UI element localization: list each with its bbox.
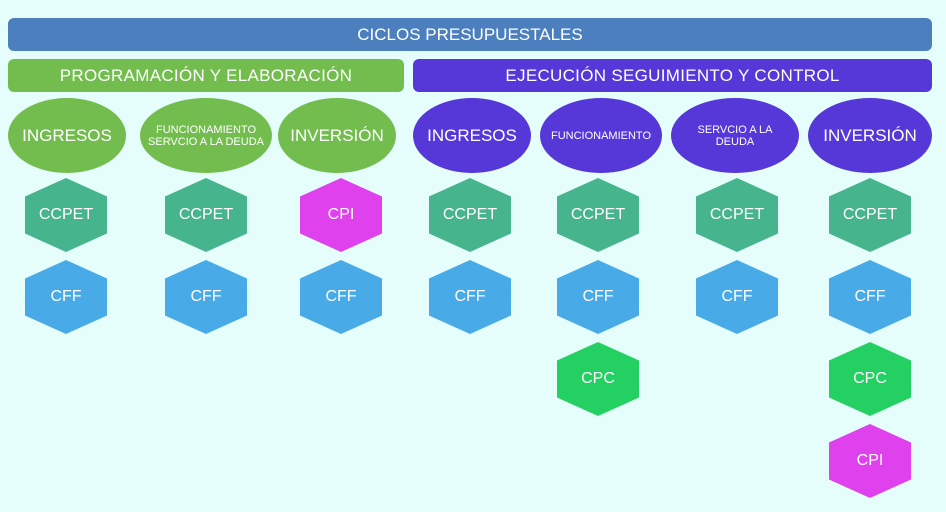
hex-label: CFF [325, 288, 357, 305]
category-inversion-programacion: INVERSIÓN [278, 98, 396, 173]
category-ingresos-ejecucion: INGRESOS [413, 98, 531, 173]
title-bar: CICLOS PRESUPUESTALES [8, 18, 932, 51]
programacion-label: PROGRAMACIÓN Y ELABORACIÓN [59, 65, 353, 85]
category-servicio-deuda-ejecucion: SERVCIO A LA DEUDA [671, 98, 799, 173]
hex-ccpet: CCPET [696, 178, 778, 252]
category-label: FUNCIONAMIENTO [550, 129, 652, 142]
hex-label: CFF [50, 288, 82, 305]
hex-label: CCPET [442, 206, 498, 223]
hex-label: CFF [190, 288, 222, 305]
hex-ccpet: CCPET [429, 178, 511, 252]
category-funcionamiento-ejecucion: FUNCIONAMIENTO [540, 98, 662, 173]
hex-cff: CFF [696, 260, 778, 334]
hex-label: CFF [721, 288, 753, 305]
programacion-section-header: PROGRAMACIÓN Y ELABORACIÓN [8, 59, 404, 92]
hex-label: CCPET [570, 206, 626, 223]
category-inversion-ejecucion: INVERSIÓN [808, 98, 932, 173]
hex-label: CFF [854, 288, 886, 305]
category-label: INGRESOS [427, 125, 517, 145]
hex-label: CPC [581, 370, 615, 387]
category-ingresos-programacion: INGRESOS [8, 98, 126, 173]
hex-label: CPC [853, 370, 887, 387]
hex-cff: CFF [829, 260, 911, 334]
hex-label: CCPET [178, 206, 234, 223]
title-text: CICLOS PRESUPUESTALES [357, 24, 583, 44]
hex-cpc: CPC [829, 342, 911, 416]
hex-cpi: CPI [829, 424, 911, 498]
hex-ccpet: CCPET [557, 178, 639, 252]
category-label: INVERSIÓN [290, 125, 384, 145]
category-label: FUNCIONAMIENTO SERVCIO A LA DEUDA [148, 123, 264, 148]
hex-cpc: CPC [557, 342, 639, 416]
hex-label: CCPET [842, 206, 898, 223]
hex-label: CFF [454, 288, 486, 305]
hex-label: CFF [582, 288, 614, 305]
category-funcionamiento-deuda-programacion: FUNCIONAMIENTO SERVCIO A LA DEUDA [140, 98, 272, 173]
hex-cff: CFF [165, 260, 247, 334]
ejecucion-label: EJECUCIÓN SEGUIMIENTO Y CONTROL [505, 65, 840, 85]
hex-cff: CFF [25, 260, 107, 334]
hex-cff: CFF [557, 260, 639, 334]
hex-label: CPI [856, 452, 884, 469]
hex-cff: CFF [300, 260, 382, 334]
hex-ccpet: CCPET [25, 178, 107, 252]
ejecucion-section-header: EJECUCIÓN SEGUIMIENTO Y CONTROL [413, 59, 932, 92]
hex-label: CCPET [709, 206, 765, 223]
hex-cff: CFF [429, 260, 511, 334]
hex-ccpet: CCPET [165, 178, 247, 252]
category-label: SERVCIO A LA DEUDA [697, 123, 773, 148]
hex-label: CCPET [38, 206, 94, 223]
category-label: INGRESOS [22, 125, 112, 145]
hex-label: CPI [327, 206, 355, 223]
hex-cpi: CPI [300, 178, 382, 252]
hex-ccpet: CCPET [829, 178, 911, 252]
category-label: INVERSIÓN [823, 125, 917, 145]
